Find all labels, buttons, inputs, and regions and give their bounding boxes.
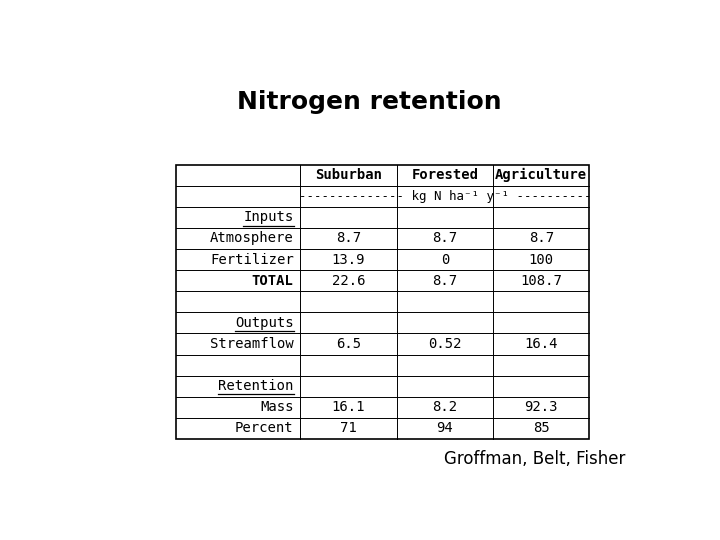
Text: Groffman, Belt, Fisher: Groffman, Belt, Fisher <box>444 450 626 468</box>
Text: 85: 85 <box>533 421 549 435</box>
Text: 8.7: 8.7 <box>432 274 457 288</box>
Text: 6.5: 6.5 <box>336 337 361 351</box>
Text: 16.1: 16.1 <box>332 400 365 414</box>
Text: 16.4: 16.4 <box>524 337 558 351</box>
Text: 22.6: 22.6 <box>332 274 365 288</box>
Text: 0.52: 0.52 <box>428 337 462 351</box>
Text: Percent: Percent <box>235 421 294 435</box>
Text: 0: 0 <box>441 253 449 267</box>
Text: 8.7: 8.7 <box>528 232 554 246</box>
Text: TOTAL: TOTAL <box>252 274 294 288</box>
Text: 108.7: 108.7 <box>521 274 562 288</box>
Text: 92.3: 92.3 <box>524 400 558 414</box>
Text: Retention: Retention <box>218 379 294 393</box>
Text: Fertilizer: Fertilizer <box>210 253 294 267</box>
Text: 8.7: 8.7 <box>336 232 361 246</box>
Text: Inputs: Inputs <box>243 211 294 224</box>
Text: Outputs: Outputs <box>235 316 294 330</box>
Text: 8.2: 8.2 <box>432 400 457 414</box>
Text: 100: 100 <box>528 253 554 267</box>
Text: -------------- kg N ha⁻¹ y⁻¹ ----------: -------------- kg N ha⁻¹ y⁻¹ ---------- <box>299 190 591 202</box>
Text: Forested: Forested <box>411 168 478 182</box>
Text: 71: 71 <box>340 421 357 435</box>
Text: Atmosphere: Atmosphere <box>210 232 294 246</box>
Text: Agriculture: Agriculture <box>495 168 588 182</box>
Text: 8.7: 8.7 <box>432 232 457 246</box>
Bar <box>176 165 590 439</box>
Text: Nitrogen retention: Nitrogen retention <box>237 90 501 114</box>
Text: 13.9: 13.9 <box>332 253 365 267</box>
Text: Streamflow: Streamflow <box>210 337 294 351</box>
Text: 94: 94 <box>436 421 454 435</box>
Text: Mass: Mass <box>260 400 294 414</box>
Text: Suburban: Suburban <box>315 168 382 182</box>
